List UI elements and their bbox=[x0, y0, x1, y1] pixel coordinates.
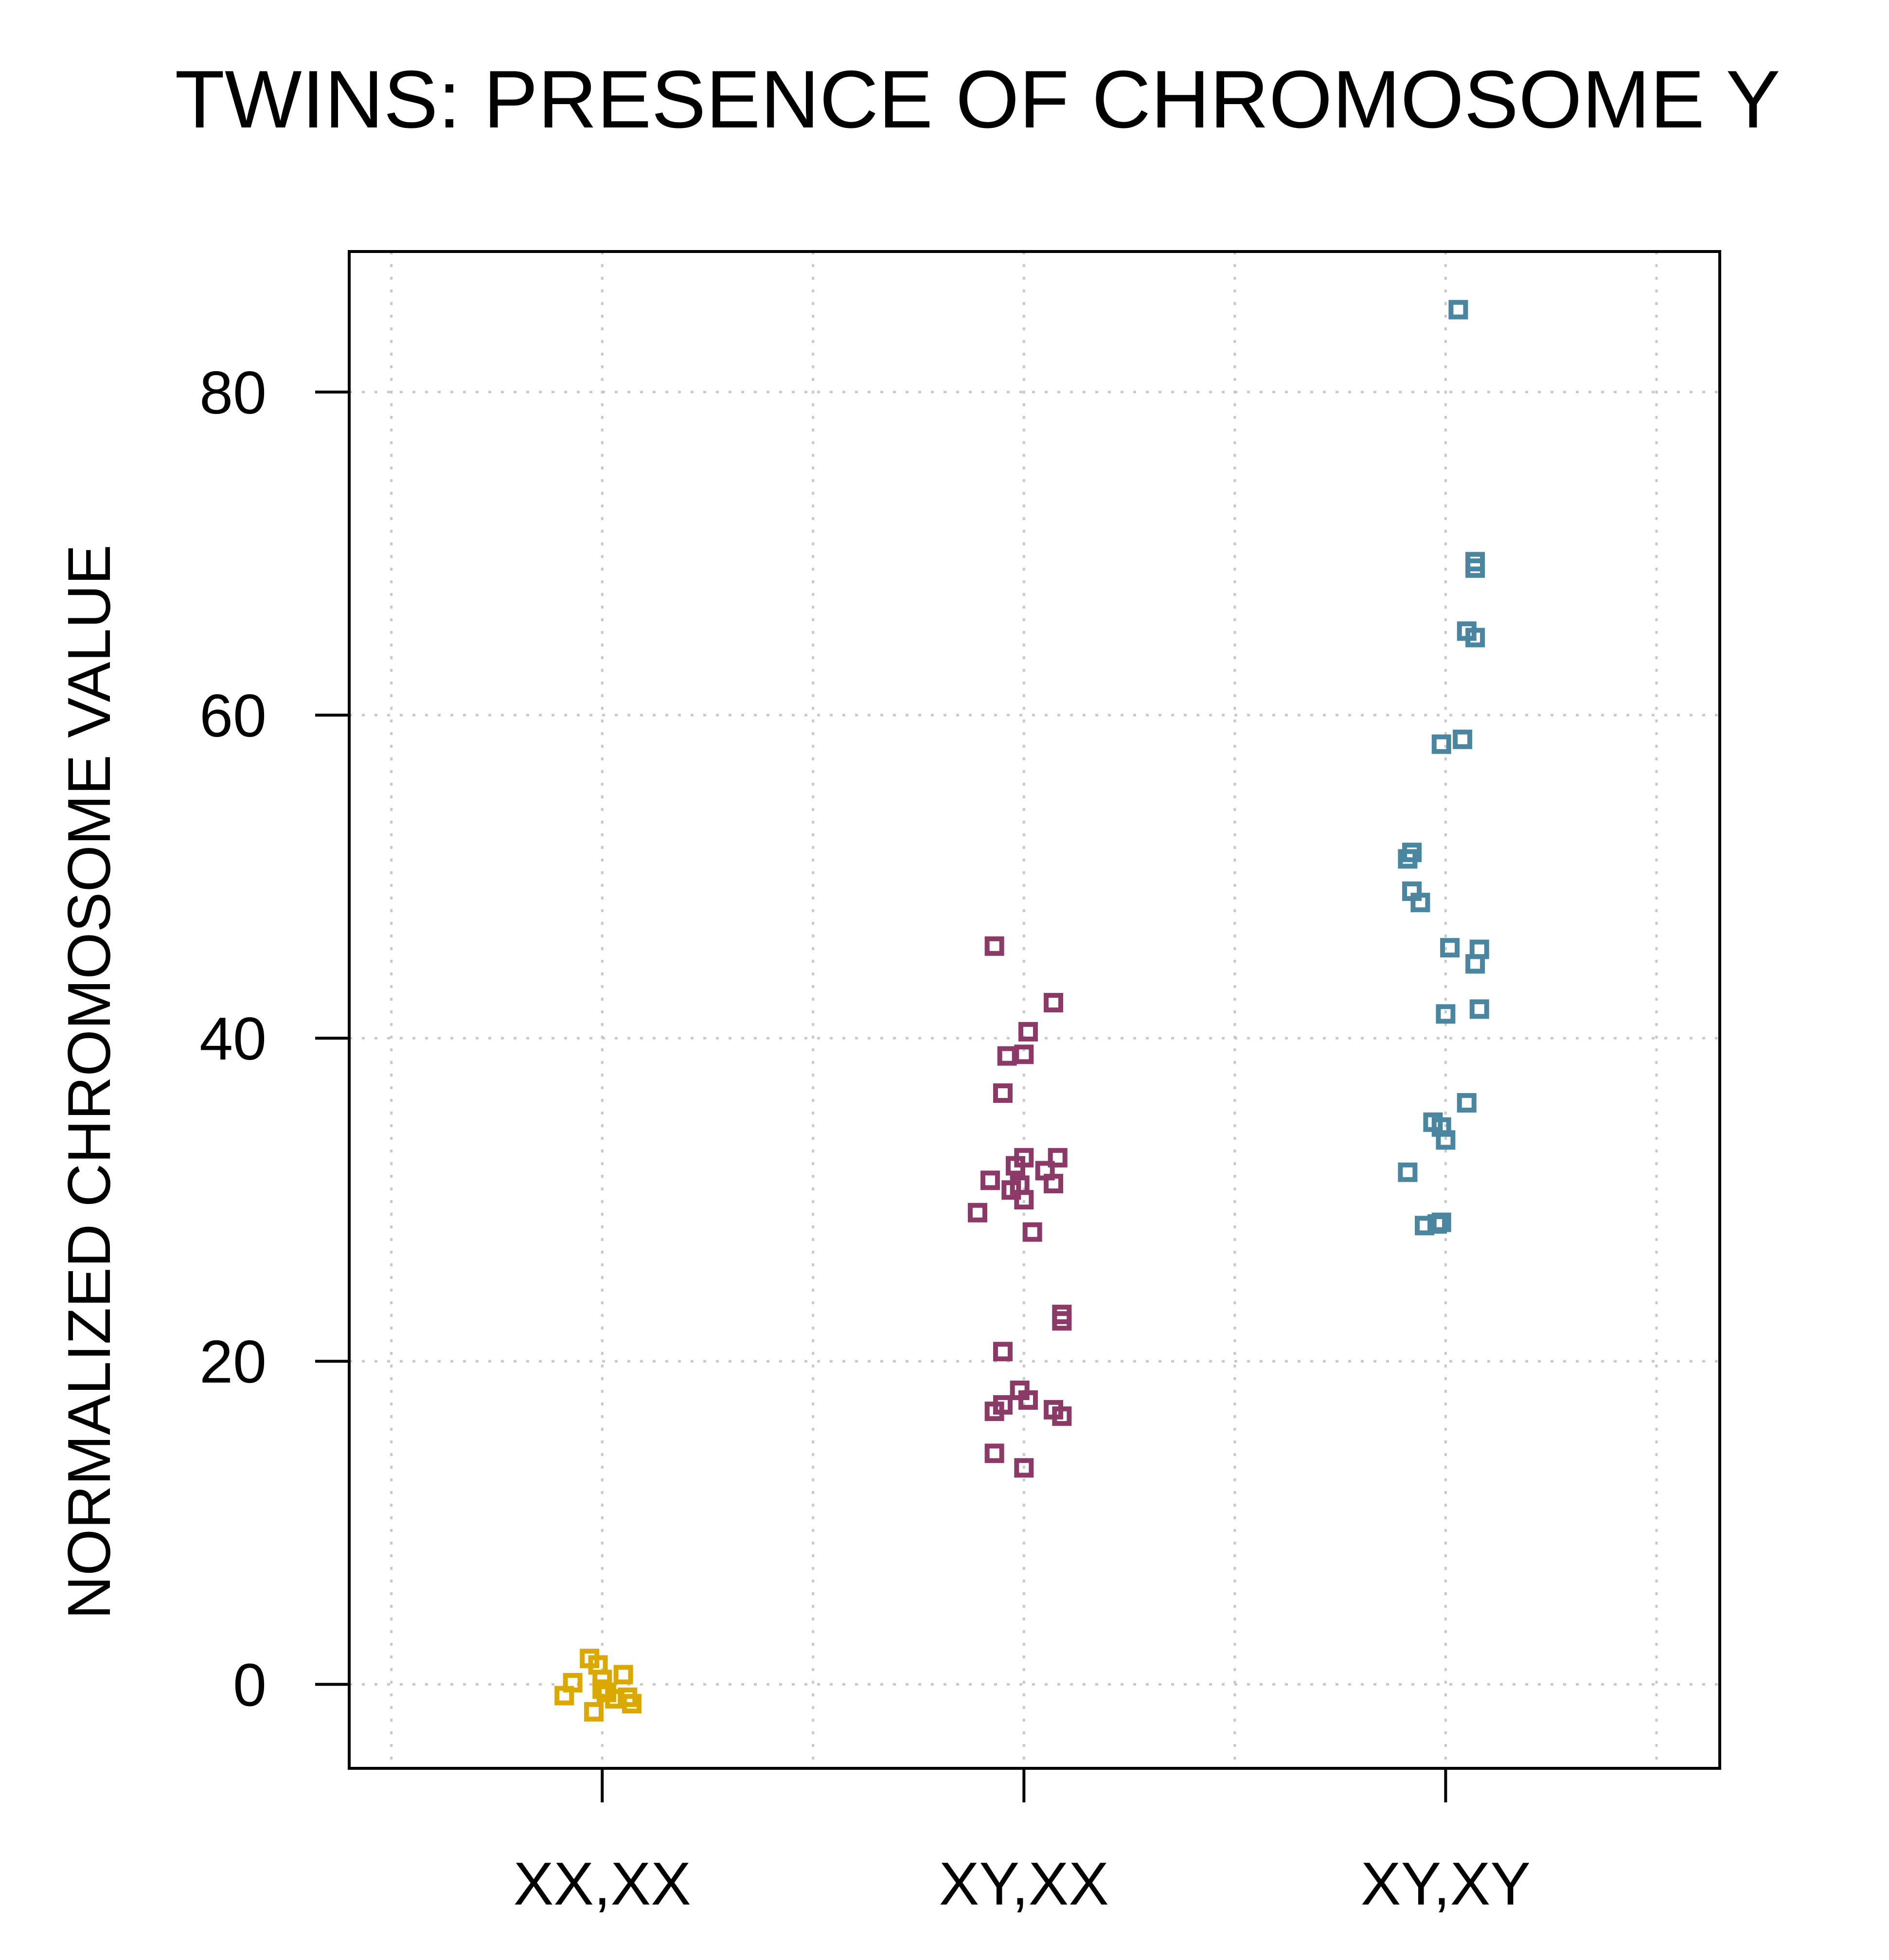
data-point bbox=[1044, 993, 1064, 1013]
x-tick-label: XY,XX bbox=[939, 1851, 1109, 1918]
data-point bbox=[1052, 1406, 1072, 1426]
data-point bbox=[1453, 729, 1473, 749]
data-point bbox=[980, 1170, 1000, 1190]
y-tick-label: 40 bbox=[199, 1006, 267, 1073]
data-point bbox=[1436, 1130, 1456, 1150]
data-point bbox=[592, 1679, 612, 1699]
data-point bbox=[1398, 1162, 1418, 1182]
data-point bbox=[1018, 1022, 1038, 1042]
data-point bbox=[1431, 1212, 1451, 1232]
plot-frame bbox=[348, 250, 1721, 1770]
data-point bbox=[622, 1694, 642, 1714]
data-point bbox=[1457, 1093, 1477, 1113]
data-point bbox=[1436, 1004, 1456, 1024]
data-point bbox=[1005, 1156, 1025, 1176]
data-point bbox=[613, 1665, 633, 1685]
data-point bbox=[1014, 1190, 1034, 1210]
data-points bbox=[554, 300, 1489, 1722]
data-point bbox=[1469, 999, 1489, 1019]
data-point bbox=[1014, 1044, 1034, 1064]
series-xx-xx bbox=[554, 1649, 642, 1722]
data-point bbox=[584, 1702, 604, 1722]
data-point bbox=[984, 1443, 1004, 1463]
data-point bbox=[1448, 300, 1468, 320]
data-point bbox=[1465, 954, 1485, 974]
data-point bbox=[1440, 938, 1460, 958]
data-point bbox=[1018, 1390, 1038, 1410]
data-point bbox=[993, 1342, 1013, 1362]
series-xy-xy bbox=[1398, 300, 1489, 1236]
data-point bbox=[563, 1673, 583, 1693]
data-point bbox=[1402, 843, 1422, 863]
data-point bbox=[1048, 1148, 1068, 1168]
x-axis: XX,XX XY,XX XY,XY bbox=[514, 1768, 1531, 1918]
y-axis: 0 20 40 60 80 bbox=[199, 360, 349, 1719]
data-point bbox=[984, 936, 1004, 956]
data-point bbox=[984, 1402, 1004, 1421]
data-point bbox=[1022, 1222, 1042, 1242]
data-point bbox=[1014, 1458, 1034, 1478]
x-tick-label: XX,XX bbox=[514, 1851, 691, 1918]
y-tick-label: 0 bbox=[233, 1652, 267, 1719]
data-point bbox=[997, 1046, 1017, 1066]
data-point bbox=[1044, 1173, 1064, 1193]
data-point bbox=[1431, 734, 1451, 754]
chart-title: TWINS: PRESENCE OF CHROMOSOME Y bbox=[175, 54, 1780, 145]
x-tick-label: XY,XY bbox=[1361, 1851, 1531, 1918]
y-tick-label: 60 bbox=[199, 683, 267, 750]
data-point bbox=[1465, 628, 1485, 647]
series-xy-xx bbox=[967, 936, 1072, 1478]
grid bbox=[349, 252, 1720, 1768]
data-point bbox=[1410, 893, 1430, 913]
data-point bbox=[1052, 1311, 1072, 1331]
data-point bbox=[993, 1083, 1013, 1103]
y-axis-label: NORMALIZED CHROMOSOME VALUE bbox=[56, 544, 123, 1619]
y-tick-label: 80 bbox=[199, 360, 267, 427]
y-tick-label: 20 bbox=[199, 1329, 267, 1396]
data-point bbox=[1465, 558, 1485, 578]
data-point bbox=[967, 1203, 987, 1223]
